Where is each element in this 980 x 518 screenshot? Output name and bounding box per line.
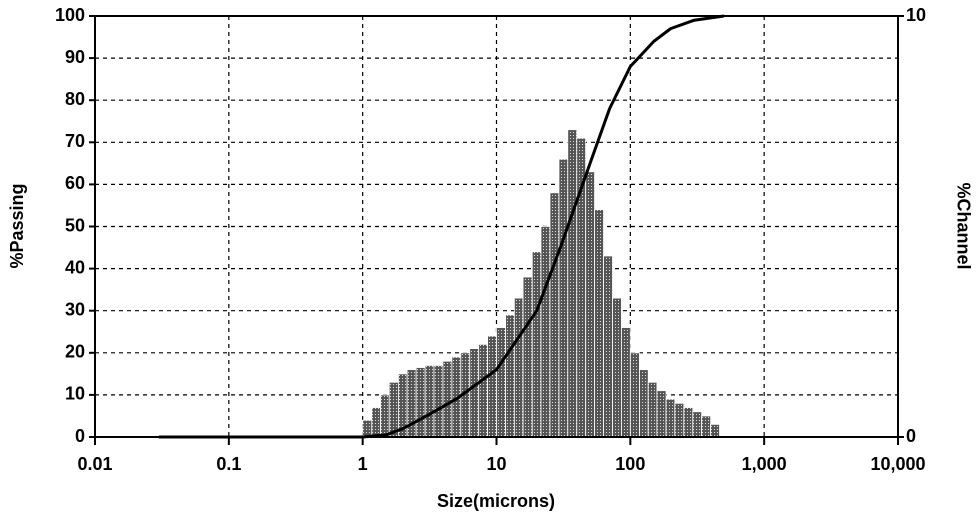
bar	[629, 352, 640, 438]
y-tick-label: 70	[65, 131, 85, 151]
y-tick-label: 90	[65, 47, 85, 67]
x-tick-label: 0.01	[77, 454, 112, 474]
bar	[522, 276, 533, 438]
bar	[505, 314, 515, 438]
bar	[442, 360, 453, 438]
bar	[478, 343, 488, 438]
x-tick-label: 1	[358, 454, 368, 474]
y-axis-label: %Passing	[7, 183, 27, 268]
bar	[371, 407, 381, 438]
bar	[496, 327, 507, 438]
y-tick-label: 0	[75, 426, 85, 446]
y-tick-label: 20	[65, 342, 85, 362]
bar	[567, 129, 578, 438]
bar	[710, 423, 720, 438]
x-tick-label: 10,000	[870, 454, 925, 474]
bar	[513, 297, 524, 438]
bar	[674, 402, 685, 438]
y2-tick-label: 0	[906, 426, 916, 446]
x-tick-label: 100	[615, 454, 645, 474]
bar	[362, 419, 373, 438]
y-tick-label: 50	[65, 215, 85, 235]
bar	[558, 158, 569, 438]
y-tick-label: 40	[65, 257, 85, 277]
bar	[469, 348, 480, 438]
y-tick-label: 100	[55, 5, 85, 25]
bar	[531, 251, 542, 438]
bar	[388, 381, 399, 438]
bar	[612, 297, 622, 438]
x-tick-label: 10	[486, 454, 506, 474]
y2-tick-label: 10	[906, 5, 926, 25]
lines	[158, 14, 725, 439]
cumulative-line	[158, 14, 725, 439]
bar	[639, 369, 649, 438]
y-tick-label: 10	[65, 384, 85, 404]
bar	[621, 327, 631, 438]
bar	[594, 209, 604, 438]
bar	[647, 381, 658, 438]
x-axis-label: Size(microns)	[437, 491, 555, 511]
bar	[585, 171, 596, 438]
bar	[415, 367, 426, 438]
bar	[683, 407, 694, 438]
y2-axis-label: %Channel	[953, 182, 973, 269]
plot-frame	[94, 15, 899, 438]
bar	[692, 411, 703, 438]
x-tick-label: 0.1	[216, 454, 241, 474]
bar	[701, 415, 712, 438]
x-tick-label: 1,000	[742, 454, 787, 474]
y-tick-label: 60	[65, 173, 85, 193]
bar	[603, 255, 613, 438]
bar	[540, 226, 551, 438]
y-tick-label: 80	[65, 89, 85, 109]
bar	[433, 365, 444, 438]
bar	[380, 394, 390, 438]
bar	[665, 398, 676, 438]
y-tick-label: 30	[65, 299, 85, 319]
bar	[549, 192, 560, 438]
bar	[424, 365, 435, 438]
bars	[362, 129, 720, 438]
bar	[656, 390, 667, 438]
bar	[487, 335, 497, 438]
